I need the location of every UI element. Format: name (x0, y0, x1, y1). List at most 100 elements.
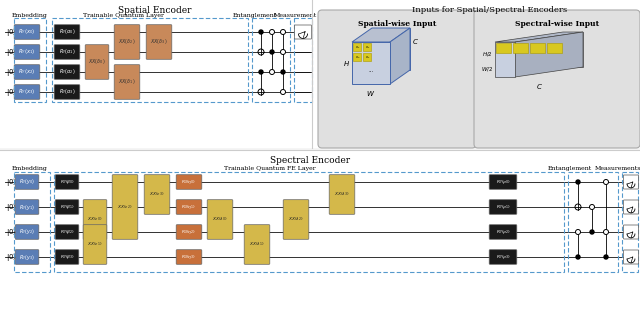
Text: Measurements: Measurements (595, 166, 640, 171)
Text: $R_Y(y_3)$: $R_Y(y_3)$ (19, 253, 35, 262)
Circle shape (281, 70, 285, 74)
Bar (530, 43, 545, 53)
Circle shape (270, 50, 274, 54)
Text: $XX(\delta_0)$: $XX(\delta_0)$ (88, 57, 106, 67)
Circle shape (269, 69, 275, 74)
Bar (547, 43, 562, 53)
Bar (363, 43, 371, 51)
Text: $XX(\lambda_0)$: $XX(\lambda_0)$ (212, 216, 228, 223)
Text: Embedding: Embedding (12, 13, 48, 18)
Text: ...: ... (369, 68, 374, 73)
Polygon shape (563, 32, 583, 67)
FancyBboxPatch shape (54, 85, 80, 99)
Bar (14, 18, 46, 102)
Circle shape (575, 204, 581, 210)
Text: $|0\rangle$: $|0\rangle$ (6, 226, 17, 238)
Circle shape (589, 205, 595, 210)
FancyBboxPatch shape (207, 200, 233, 239)
FancyBboxPatch shape (85, 45, 109, 79)
FancyBboxPatch shape (14, 25, 40, 39)
Text: $R_Y(\alpha_1)$: $R_Y(\alpha_1)$ (59, 47, 76, 56)
Text: $XX(\epsilon_1)$: $XX(\epsilon_1)$ (87, 241, 103, 248)
Text: $R_Y(\beta_0)$: $R_Y(\beta_0)$ (60, 178, 74, 186)
FancyBboxPatch shape (283, 200, 309, 239)
Circle shape (590, 230, 594, 234)
Text: $R_Y(\rho_2)$: $R_Y(\rho_2)$ (495, 228, 511, 236)
Text: $H$: $H$ (343, 59, 350, 68)
FancyBboxPatch shape (489, 250, 517, 264)
Polygon shape (352, 42, 390, 84)
Text: $R_X(\eta_2)$: $R_X(\eta_2)$ (182, 228, 196, 236)
FancyBboxPatch shape (144, 175, 170, 214)
Text: $x_1$: $x_1$ (365, 45, 371, 51)
Text: $R_Y(y_1)$: $R_Y(y_1)$ (19, 202, 35, 211)
Text: $XX(\epsilon_3)$: $XX(\epsilon_3)$ (149, 191, 164, 198)
Bar (568, 172, 618, 272)
Text: $XX(\lambda_2)$: $XX(\lambda_2)$ (288, 216, 304, 223)
Polygon shape (390, 28, 410, 84)
Circle shape (604, 179, 609, 184)
Text: $R_Y(x_1)$: $R_Y(x_1)$ (19, 47, 36, 56)
Circle shape (280, 50, 285, 55)
Bar (363, 53, 371, 61)
Text: $x_2$: $x_2$ (355, 55, 361, 61)
Text: $x_1$: $x_1$ (365, 55, 371, 61)
FancyBboxPatch shape (318, 10, 476, 148)
Text: $x_1$: $x_1$ (355, 45, 361, 51)
Text: $R_Y(x_3)$: $R_Y(x_3)$ (19, 87, 36, 96)
FancyBboxPatch shape (55, 250, 79, 264)
Circle shape (258, 49, 264, 55)
Text: $H/2$: $H/2$ (483, 50, 493, 58)
FancyBboxPatch shape (623, 175, 639, 189)
FancyBboxPatch shape (176, 250, 202, 264)
Text: $|0\rangle$: $|0\rangle$ (6, 66, 17, 78)
Polygon shape (495, 42, 515, 77)
FancyBboxPatch shape (114, 65, 140, 99)
Bar (353, 43, 361, 51)
FancyBboxPatch shape (176, 200, 202, 214)
Circle shape (269, 29, 275, 34)
Text: Spatial-wise Input: Spatial-wise Input (358, 20, 436, 28)
FancyBboxPatch shape (294, 25, 312, 39)
FancyBboxPatch shape (15, 200, 39, 214)
Text: Trainable Quantum FE Layer: Trainable Quantum FE Layer (224, 166, 316, 171)
Text: $R_Y(\beta_2)$: $R_Y(\beta_2)$ (60, 228, 74, 236)
FancyBboxPatch shape (489, 200, 517, 214)
Text: $XX(\epsilon_0)$: $XX(\epsilon_0)$ (87, 216, 103, 223)
Bar (294, 18, 312, 102)
Bar (52, 18, 248, 102)
FancyBboxPatch shape (146, 25, 172, 59)
Text: $R_Y(\rho_0)$: $R_Y(\rho_0)$ (495, 178, 511, 186)
Text: $XX(\lambda_3)$: $XX(\lambda_3)$ (334, 191, 350, 198)
FancyBboxPatch shape (114, 25, 140, 59)
Bar (312, 0, 640, 148)
Text: $R_Y(\beta_1)$: $R_Y(\beta_1)$ (60, 203, 74, 211)
Text: $R_Y(x_0)$: $R_Y(x_0)$ (19, 28, 36, 37)
FancyBboxPatch shape (244, 225, 270, 264)
Text: Spectral-wise Input: Spectral-wise Input (515, 20, 599, 28)
FancyBboxPatch shape (54, 25, 80, 39)
Text: Embedding: Embedding (12, 166, 48, 171)
Circle shape (280, 90, 285, 95)
Text: $R_Y(y_0)$: $R_Y(y_0)$ (19, 178, 35, 187)
Polygon shape (352, 28, 410, 42)
Text: $XX(\delta_1)$: $XX(\delta_1)$ (118, 78, 136, 86)
FancyBboxPatch shape (15, 225, 39, 239)
FancyBboxPatch shape (55, 200, 79, 214)
Text: $R_Y(\beta_3)$: $R_Y(\beta_3)$ (60, 253, 74, 261)
Text: $R_X(\eta_1)$: $R_X(\eta_1)$ (182, 203, 196, 211)
FancyBboxPatch shape (623, 200, 639, 214)
Text: $R_Y(\rho_1)$: $R_Y(\rho_1)$ (495, 203, 511, 211)
FancyBboxPatch shape (14, 85, 40, 99)
FancyBboxPatch shape (176, 175, 202, 189)
FancyBboxPatch shape (112, 175, 138, 239)
Text: $XX(\epsilon_2)$: $XX(\epsilon_2)$ (117, 203, 132, 211)
Text: $|0\rangle$: $|0\rangle$ (6, 46, 17, 58)
Bar (353, 53, 361, 61)
Bar (0, 0, 312, 148)
Text: Trainable Quantum Layer: Trainable Quantum Layer (83, 13, 163, 18)
FancyBboxPatch shape (14, 45, 40, 59)
Circle shape (280, 29, 285, 34)
Text: $R_Y(\alpha_3)$: $R_Y(\alpha_3)$ (59, 87, 76, 96)
FancyBboxPatch shape (329, 175, 355, 214)
